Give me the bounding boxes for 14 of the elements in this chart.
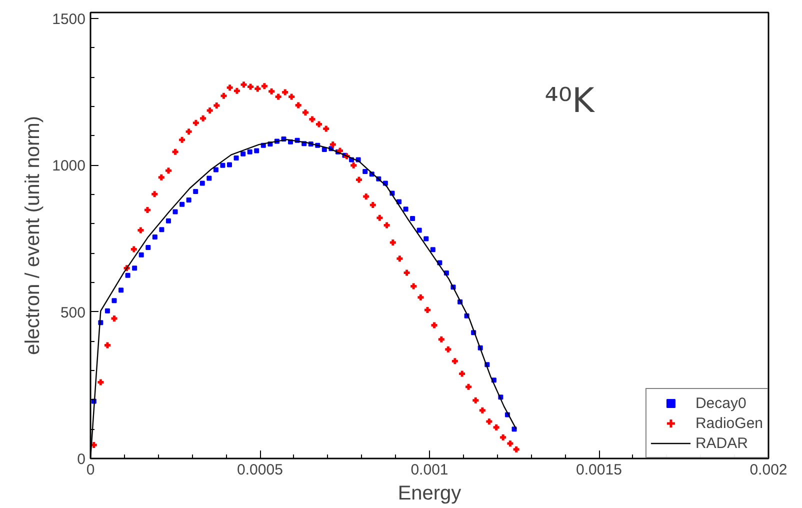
y-axis-title: electron / event (unit norm): [22, 116, 44, 355]
x-tick-label: 0.002: [750, 462, 788, 478]
legend-label: Decay0: [695, 394, 746, 412]
y-tick-label: 500: [60, 304, 86, 322]
x-axis-title: Energy: [398, 482, 462, 504]
y-tick-label: 0: [77, 451, 86, 468]
x-tick-label: 0.001: [410, 462, 448, 478]
x-tick-label: 0.0005: [237, 462, 283, 478]
legend-label: RADAR: [695, 434, 748, 452]
y-tick-label: 1500: [52, 10, 86, 28]
x-tick-label: 0.0015: [576, 462, 622, 478]
y-tick-label: 1000: [52, 158, 86, 175]
annotation: ⁴⁰K: [544, 81, 596, 122]
legend-label: RadioGen: [695, 414, 763, 432]
